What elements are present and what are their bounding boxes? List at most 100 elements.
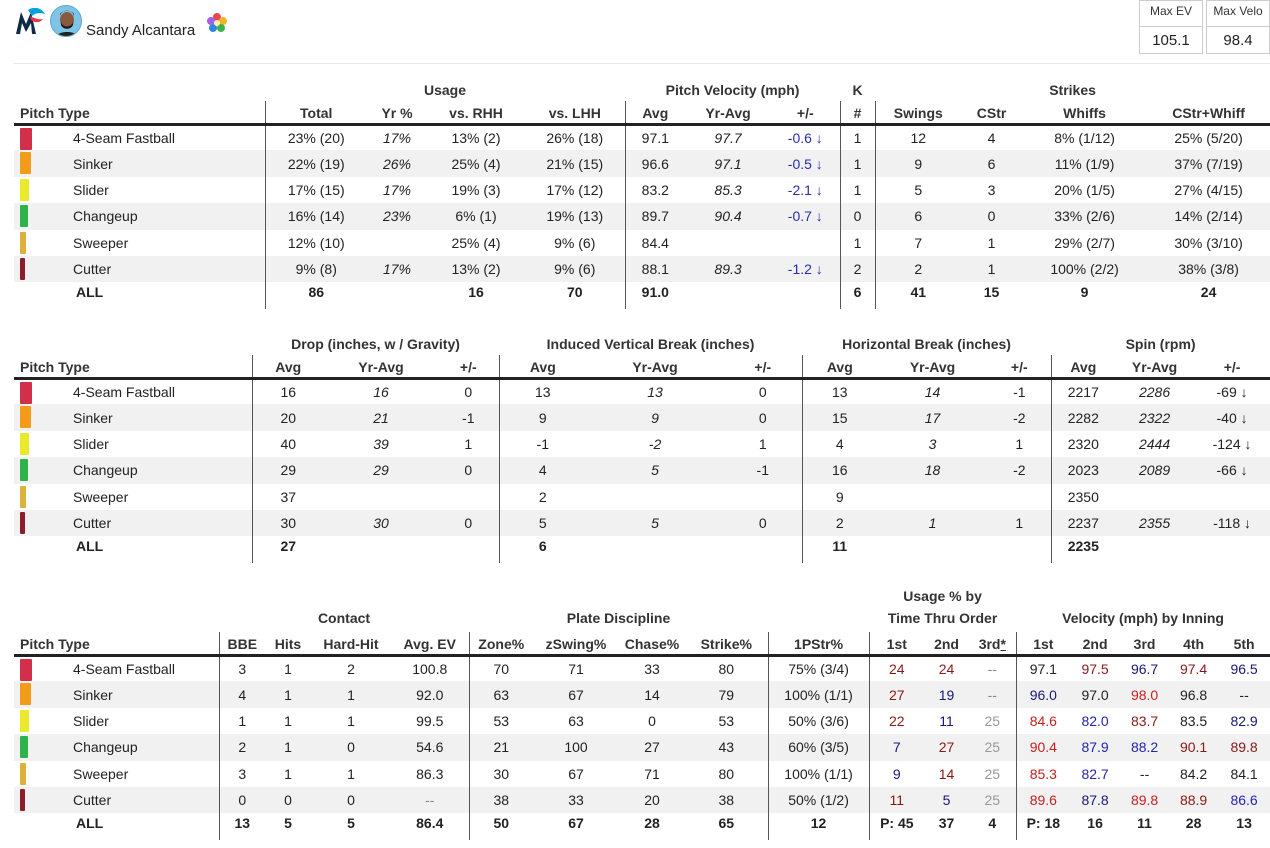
max-ev-box: Max EV 105.1	[1139, 0, 1203, 54]
cell-t3: 25	[984, 712, 1001, 729]
cell-total: 17% (15)	[264, 176, 367, 204]
cell-total: 9% (8)	[264, 255, 367, 283]
cell-zone: 53	[468, 707, 533, 735]
cell-swings: 6	[874, 203, 962, 230]
cell-swings: 12	[874, 124, 962, 151]
cell-h_diff: -1	[1013, 383, 1026, 400]
cell-h_yr: 3	[928, 435, 937, 452]
cell-k: 1	[839, 124, 876, 151]
cell-rhh: 13% (2)	[451, 261, 501, 278]
cell-zsw: 63	[568, 712, 584, 729]
pitch-type-cell: Slider	[14, 708, 219, 734]
blank-group	[14, 585, 219, 632]
cell-whiffs: 29% (2/7)	[1054, 234, 1115, 251]
cell-s_yr: 2089	[1138, 462, 1171, 479]
cell-hh: 0	[347, 739, 355, 756]
cell-t2: 24	[938, 660, 955, 677]
cell-t2: 11	[939, 712, 954, 729]
cell-strike: 43	[718, 739, 735, 756]
cell-s_yr	[1115, 536, 1194, 562]
group-spin: Spin (rpm)	[1125, 336, 1196, 352]
cell-fps: 100% (1/1)	[767, 681, 870, 708]
cell-i_diff	[724, 484, 802, 510]
cell-h_diff: -2	[1013, 462, 1026, 479]
cell-i5: 96.5	[1230, 660, 1258, 677]
cell-d_yr: 21	[373, 409, 389, 426]
pitch-type-label: Changeup	[73, 462, 138, 479]
table-row: Sweeper 3 1 1 86.3 30 67 71 80 100% (1/1) 9 14 25 85.…	[14, 760, 1270, 787]
pitch-color-swatch	[20, 683, 31, 706]
cell-d_yr	[324, 484, 438, 510]
cell-s_yr: 2355	[1138, 515, 1171, 532]
cell-hh: 2	[347, 660, 355, 677]
player-header: Sandy Alcantara Max EV 105.1 Max Velo 98…	[0, 0, 1270, 64]
cell-i2: 82.0	[1081, 712, 1109, 729]
pitch-type-cell: Sinker	[14, 404, 252, 430]
col-1pstr: 1PStr%	[767, 632, 870, 657]
pitch-type-total: ALL	[14, 282, 265, 308]
col-tto-3rd: 3rd*	[969, 632, 1017, 657]
cell-chase: 71	[644, 765, 660, 782]
cell-ev: 92.0	[416, 686, 444, 703]
cell-d_avg: 27	[251, 536, 324, 563]
cell-h_avg: 4	[801, 430, 878, 458]
col-inn-4th: 4th	[1169, 632, 1219, 657]
cell-i2: 16	[1087, 815, 1103, 832]
cell-fps: 50% (1/2)	[767, 786, 870, 814]
cell-k: 0	[839, 203, 876, 230]
pitch-color-swatch	[20, 709, 29, 732]
cell-h_avg: 9	[801, 483, 878, 510]
col-pitch-type: Pitch Type	[14, 632, 219, 657]
cell-cstr: 1	[987, 261, 996, 278]
cell-i5: 82.9	[1230, 712, 1258, 729]
cell-t1: P: 45	[868, 813, 925, 840]
contact-section: Contact Plate Discipline Usage % by Time …	[14, 585, 1270, 840]
cell-total: 12% (10)	[264, 229, 367, 256]
cell-t2: 5	[942, 792, 951, 809]
cell-d_yr: 39	[373, 435, 389, 452]
cell-i1: 89.6	[1015, 786, 1071, 814]
cell-s_diff: -40 ↓	[1216, 409, 1248, 426]
cell-csw: 27% (4/15)	[1174, 181, 1243, 198]
footnote-asterisk-link[interactable]: *	[1000, 635, 1006, 652]
cell-s_yr: 2444	[1138, 435, 1171, 452]
cell-s_avg: 2235	[1050, 536, 1116, 563]
cell-i3: 89.8	[1130, 792, 1159, 809]
cell-total: 22% (19)	[264, 150, 367, 177]
totals-row: ALL 13 5 5 86.4 50 67 28 65 12 P: 45 37 4 P: 18 16 11 28…	[14, 813, 1270, 840]
pitch-color-swatch	[20, 432, 29, 455]
movement-table: Drop (inches, w / Gravity) Induced Verti…	[14, 332, 1270, 563]
cell-d_yr: 30	[373, 515, 389, 532]
cell-diff: -1.2 ↓	[787, 261, 823, 278]
pitch-type-cell: Sinker	[14, 150, 265, 176]
cell-i3: --	[1139, 765, 1150, 782]
col-avg-ev: Avg. EV	[391, 632, 469, 657]
cell-fps: 60% (3/5)	[767, 734, 870, 761]
player-avatar	[50, 5, 82, 37]
cell-t1: 9	[868, 760, 925, 787]
cell-yr: 17%	[382, 181, 412, 198]
pitch-type-cell: Changeup	[14, 734, 219, 760]
cell-k: 1	[839, 176, 876, 204]
cell-i1: P: 18	[1015, 813, 1071, 840]
col-drop-diff: +/-	[438, 355, 500, 380]
cell-whiffs: 9	[1080, 284, 1089, 301]
group-velocity: Pitch Velocity (mph)	[665, 82, 800, 98]
cell-s_avg: 2237	[1050, 509, 1116, 537]
cell-s_diff: -69 ↓	[1216, 383, 1248, 400]
cell-h_yr: 17	[924, 409, 941, 426]
table-row: Changeup 2 1 0 54.6 21 100 27 43 60% (3/5) 7 27 25 90…	[14, 734, 1270, 761]
cell-i1: 85.3	[1015, 760, 1071, 787]
cell-rhh: 16	[468, 284, 484, 301]
cell-swings: 2	[874, 255, 962, 283]
cell-bbe: 1	[218, 707, 265, 735]
player-name: Sandy Alcantara	[86, 22, 196, 39]
cell-d_diff: 0	[464, 462, 473, 479]
pitch-type-label: 4-Seam Fastball	[73, 660, 175, 677]
cell-t1: 27	[868, 681, 925, 708]
col-chase: Chase%	[619, 632, 685, 657]
col-inn-5th: 5th	[1218, 632, 1270, 657]
blank-group	[14, 78, 265, 101]
cell-lhh: 21% (15)	[546, 155, 604, 172]
cell-i_yr: 9	[651, 409, 659, 426]
